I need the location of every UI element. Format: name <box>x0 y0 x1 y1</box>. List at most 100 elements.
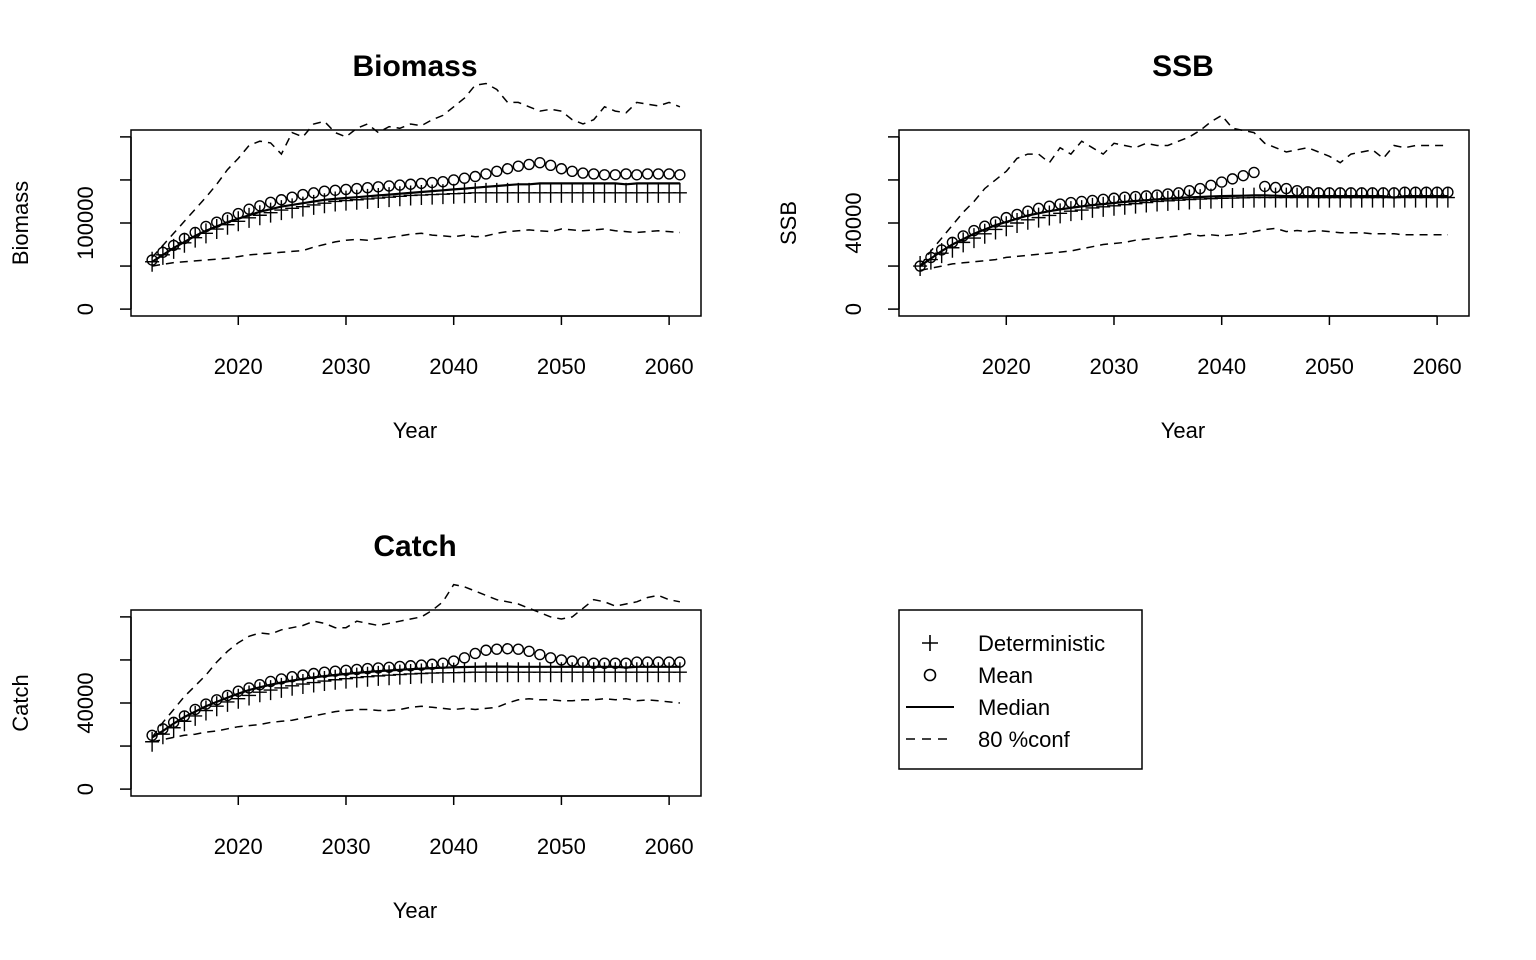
catch-mean-point <box>178 710 191 722</box>
ssb-mean-point <box>1205 179 1217 192</box>
catch-deterministic-point <box>188 705 203 726</box>
legend-entry-deterministic: Deterministic <box>922 631 1105 656</box>
ssb-y-tick-label: 0 <box>841 303 866 315</box>
biomass-mean-point <box>501 163 514 175</box>
ssb-mean-point <box>1334 187 1346 199</box>
ssb-xlabel: Year <box>1161 418 1205 443</box>
ssb-mean-point <box>914 260 926 272</box>
catch-mean-point <box>329 665 341 677</box>
ssb-mean-point <box>1183 185 1196 197</box>
catch-mean-point <box>340 664 352 676</box>
catch-deterministic-point <box>338 668 353 689</box>
catch-deterministic-point <box>220 691 235 712</box>
biomass-mean-point <box>577 167 589 179</box>
catch-deterministic-point <box>274 677 289 698</box>
ssb-mean-point <box>968 224 980 237</box>
biomass-mean-point <box>652 168 665 180</box>
biomass-mean-point <box>544 159 557 172</box>
catch-x-tick-label: 2020 <box>214 834 263 859</box>
catch-panel: Catch Year Catch 2020 2030 2040 2050 2060 0 40… <box>8 530 702 923</box>
catch-mean-point <box>167 716 180 729</box>
catch-mean-point <box>264 675 277 688</box>
catch-mean-point <box>286 671 298 683</box>
catch-mean-point <box>534 648 546 661</box>
catch-mean-point <box>254 679 266 691</box>
catch-mean-point <box>351 663 363 676</box>
biomass-mean-point <box>404 178 417 190</box>
catch-xlabel: Year <box>393 898 437 923</box>
biomass-deterministic-point <box>382 187 397 208</box>
biomass-mean-point <box>641 168 654 180</box>
biomass-x-tick-label: 2050 <box>537 354 586 379</box>
ssb-deterministic-point <box>1031 207 1046 228</box>
biomass-mean-point <box>383 180 395 192</box>
legend-entry-mean: Mean <box>923 663 1033 688</box>
biomass-mean-point <box>534 157 546 169</box>
biomass-x-tick-label: 2030 <box>322 354 371 379</box>
biomass-mean-point <box>426 176 438 189</box>
biomass-mean-point <box>598 169 611 181</box>
biomass-mean-point <box>318 185 331 197</box>
ssb-deterministic-point <box>1106 195 1121 216</box>
biomass-mean-point <box>523 158 535 171</box>
biomass-median-line <box>151 182 680 263</box>
ssb-mean-point <box>935 244 948 256</box>
ssb-deterministic-point <box>988 219 1003 240</box>
catch-deterministic-point <box>317 671 332 692</box>
ssb-mean-point <box>1356 187 1368 199</box>
ssb-mean-point <box>1248 166 1260 179</box>
ssb-panel: SSB Year SSB 2020 2030 2040 2050 2060 0 40000 <box>776 50 1470 443</box>
catch-mean-point <box>361 662 374 675</box>
biomass-80-conf-lower-line <box>151 228 680 267</box>
catch-ylabel: Catch <box>8 674 33 731</box>
catch-mean-point <box>426 658 438 670</box>
legend-box <box>898 609 1143 770</box>
catch-deterministic-point <box>198 700 213 721</box>
biomass-deterministic-point <box>392 186 407 207</box>
biomass-mean-point <box>631 169 643 181</box>
catch-y-tick-label: 40000 <box>73 672 98 733</box>
ssb-ylabel: SSB <box>776 201 801 245</box>
ssb-80-conf-lower-line <box>919 227 1448 272</box>
biomass-deterministic-point <box>349 189 364 210</box>
biomass-mean-point <box>275 194 288 206</box>
catch-deterministic-point <box>209 696 224 717</box>
ssb-mean-point <box>1323 187 1336 199</box>
legend: Deterministic Mean Median 80 %conf <box>898 609 1143 770</box>
catch-mean-point <box>501 643 514 655</box>
biomass-title: Biomass <box>352 50 477 83</box>
ssb-title: SSB <box>1152 50 1214 83</box>
biomass-mean-point <box>340 183 352 196</box>
biomass-marks: 2020 2030 2040 2050 2060 0 100000 <box>73 82 694 379</box>
biomass-deterministic-point <box>328 191 343 212</box>
biomass-deterministic-point <box>252 205 267 226</box>
ssb-x-tick-label: 2020 <box>982 354 1031 379</box>
ssb-mean-point <box>1237 169 1249 182</box>
catch-x-tick-label: 2040 <box>429 834 478 859</box>
ssb-plot-box <box>898 129 1470 317</box>
biomass-mean-point <box>372 181 385 193</box>
catch-mean-point <box>297 669 309 681</box>
ssb-mean-point <box>1409 186 1422 198</box>
catch-mean-point <box>609 657 621 669</box>
ssb-x-tick-label: 2040 <box>1197 354 1246 379</box>
catch-mean-point <box>512 643 525 655</box>
biomass-mean-point <box>394 179 406 191</box>
catch-x-tick-label: 2030 <box>322 834 371 859</box>
biomass-x-tick-label: 2040 <box>429 354 478 379</box>
biomass-mean-point <box>458 172 471 184</box>
ssb-y-tick-label: 40000 <box>841 192 866 253</box>
ssb-mean-point <box>1259 180 1271 193</box>
ssb-mean-point <box>1215 176 1228 188</box>
catch-deterministic-point <box>349 667 364 688</box>
biomass-deterministic-point <box>360 188 375 209</box>
catch-title: Catch <box>373 530 456 563</box>
catch-median-line <box>151 665 680 739</box>
catch-80-conf-lower-line <box>151 697 680 743</box>
biomass-mean-point <box>329 184 341 196</box>
circle-marker-icon <box>923 668 937 682</box>
ssb-mean-point <box>989 216 1002 228</box>
ssb-mean-point <box>1366 187 1379 199</box>
ssb-marks: 2020 2030 2040 2050 2060 0 40000 <box>841 114 1462 379</box>
biomass-deterministic-point <box>672 182 687 203</box>
